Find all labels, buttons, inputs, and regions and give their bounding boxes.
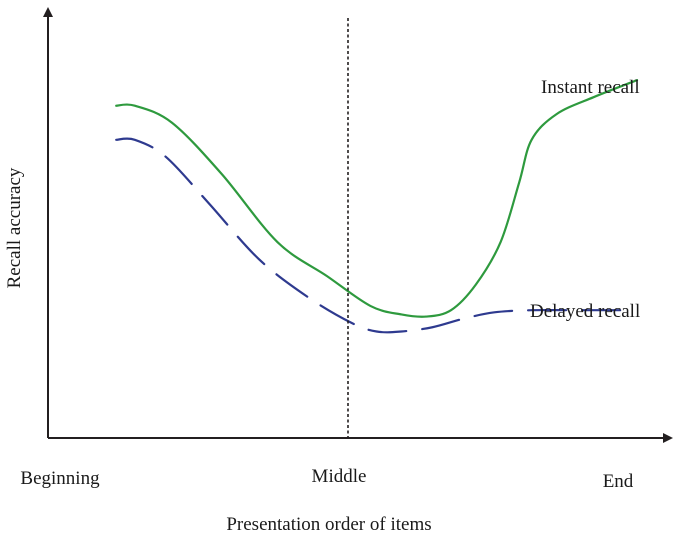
axes	[43, 7, 673, 443]
series-label-instant-recall: Instant recall	[541, 77, 640, 98]
series-line-instant-recall	[115, 79, 639, 318]
series-label-delayed-recall: Delayed recall	[530, 301, 640, 322]
series-layer	[115, 79, 639, 334]
series-line-delayed-recall	[115, 137, 626, 334]
x-tick-label-beginning: Beginning	[20, 468, 100, 489]
y-axis-label: Recall accuracy	[4, 167, 25, 288]
x-axis-label: Presentation order of items	[226, 514, 431, 535]
x-tick-label-middle: Middle	[312, 466, 367, 487]
x-tick-label-end: End	[603, 471, 634, 492]
